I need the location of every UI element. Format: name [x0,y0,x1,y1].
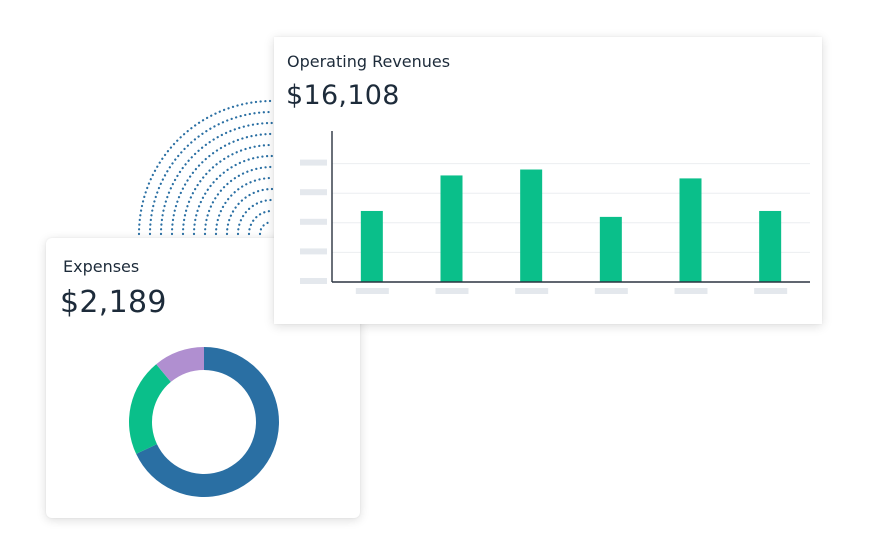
expenses-donut-chart [129,347,279,497]
revenue-bar [599,216,622,282]
x-tick-label-placeholder [515,288,549,294]
donut-slice [136,347,279,497]
x-tick-label-placeholder [355,288,389,294]
y-tick-label-placeholder [300,218,327,225]
revenue-title: Operating Revenues [287,52,451,71]
revenue-bar [520,169,543,282]
dotted-arc [170,132,274,236]
revenue-card: Operating Revenues $16,108 [274,37,822,324]
x-tick-label-placeholder [435,288,469,294]
revenue-bar [679,178,702,282]
expenses-title: Expenses [63,257,140,276]
dotted-arc [258,220,274,236]
dotted-arc [159,121,274,236]
dotted-arc [181,143,274,236]
expenses-amount: $2,189 [60,285,167,320]
y-tick-label-placeholder [300,278,327,284]
x-tick-label-placeholder [594,288,628,294]
donut-slice [129,364,171,454]
x-tick-label-placeholder [754,288,788,294]
expenses-card: Expenses $2,189 [46,238,360,518]
donut-slice [156,347,204,382]
revenue-bar-chart [300,131,810,294]
y-tick-label-placeholder [300,248,327,255]
dotted-arc [247,209,274,236]
y-tick-label-placeholder [300,159,327,166]
revenue-bar [759,210,782,282]
dotted-arc [148,110,274,236]
revenue-bar [360,210,383,282]
dotted-arc [236,198,274,236]
x-tick-label-placeholder [674,288,708,294]
dotted-arc [192,154,274,236]
y-tick-label-placeholder [300,189,327,196]
revenue-bar [440,175,463,282]
dotted-arc [203,165,274,236]
dotted-arc [137,99,274,236]
revenue-amount: $16,108 [286,80,400,111]
